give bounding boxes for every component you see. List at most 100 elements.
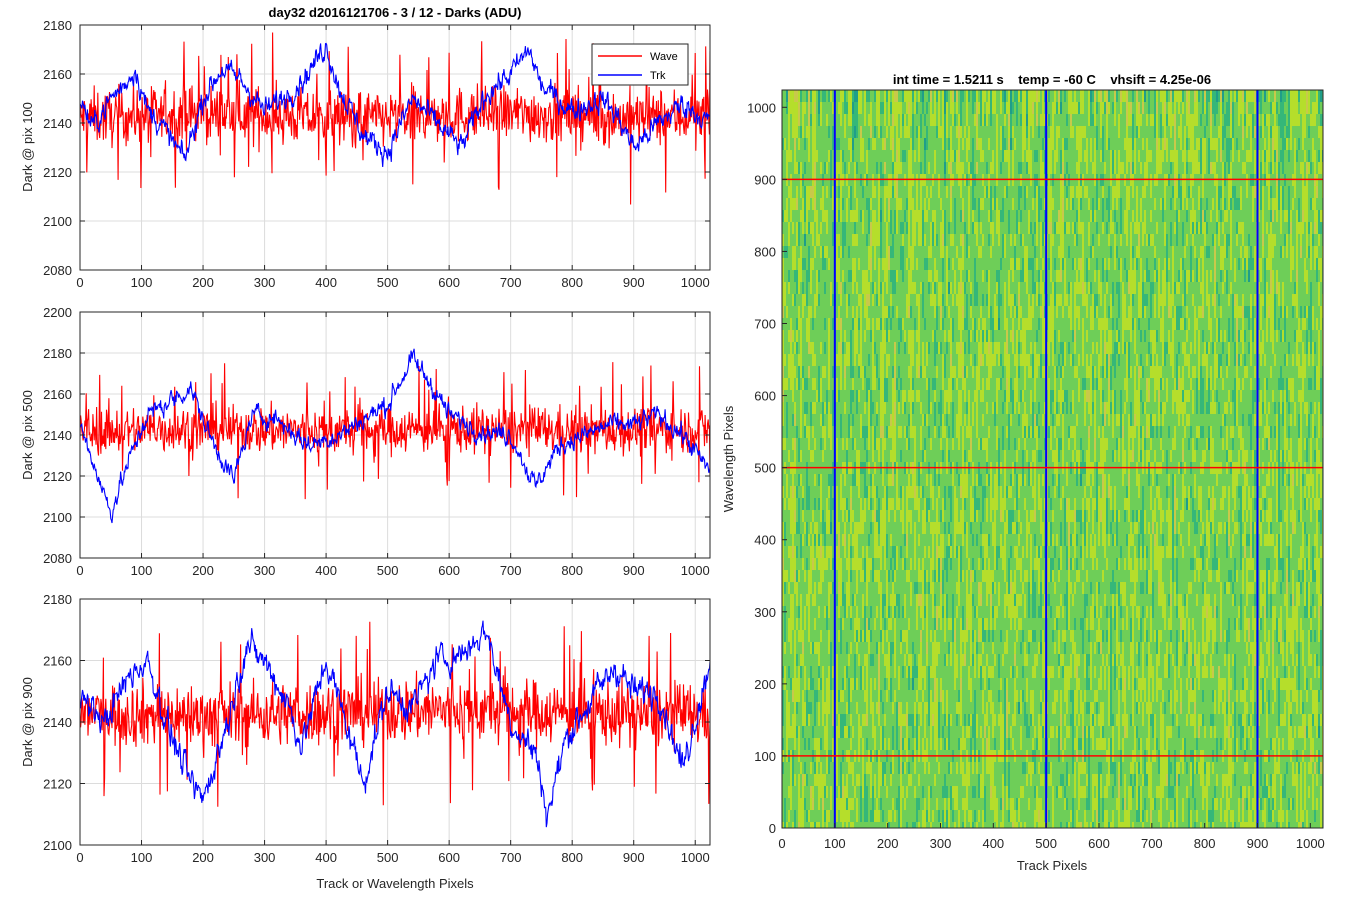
heatmap-cell — [828, 570, 830, 582]
heatmap-cell — [914, 438, 916, 450]
heatmap-cell — [806, 186, 808, 198]
heatmap-cell — [854, 810, 856, 822]
heatmap-cell — [912, 426, 914, 438]
heatmap-cell — [884, 414, 886, 426]
heatmap-cell — [888, 822, 890, 828]
heatmap-cell — [794, 654, 796, 666]
heatmap-cell — [788, 666, 790, 678]
heatmap-cell — [848, 138, 850, 150]
heatmap-cell — [830, 474, 832, 486]
heatmap-cell — [880, 738, 882, 750]
heatmap-cell — [794, 630, 796, 642]
heatmap-cell — [906, 522, 908, 534]
heatmap-cell — [818, 162, 820, 174]
heatmap-cell — [894, 306, 896, 318]
heatmap-cell — [880, 246, 882, 258]
heatmap-cell — [864, 366, 866, 378]
heatmap-cell — [808, 522, 810, 534]
heatmap-cell — [818, 534, 820, 546]
heatmap-cell — [854, 294, 856, 306]
heatmap-cell — [864, 90, 866, 102]
y-tick-label: 2180 — [43, 346, 72, 361]
heatmap-cell — [866, 594, 868, 606]
heatmap-cell — [782, 210, 784, 222]
heatmap-cell — [882, 558, 884, 570]
heatmap-cell — [876, 354, 878, 366]
heatmap-cell — [920, 330, 922, 342]
heatmap-cell — [852, 558, 854, 570]
heatmap-cell — [808, 150, 810, 162]
heatmap-cell — [808, 366, 810, 378]
heatmap-cell — [890, 606, 892, 618]
heatmap-cell — [884, 582, 886, 594]
heatmap-cell — [932, 282, 934, 294]
heatmap-cell — [794, 786, 796, 798]
heatmap-cell — [828, 198, 830, 210]
heatmap-cell — [934, 222, 936, 234]
heatmap-cell — [874, 666, 876, 678]
heatmap-cell — [898, 798, 900, 810]
heatmap-cell — [880, 366, 882, 378]
heatmap-cell — [910, 114, 912, 126]
heatmap-cell — [870, 318, 872, 330]
heatmap-cell — [824, 522, 826, 534]
heatmap-cell — [808, 510, 810, 522]
heatmap-cell — [796, 90, 798, 102]
heatmap-cell — [852, 438, 854, 450]
heatmap-cell — [860, 438, 862, 450]
heatmap-cell — [856, 270, 858, 282]
heatmap-cell — [838, 690, 840, 702]
heatmap-cell — [846, 210, 848, 222]
heatmap-cell — [812, 450, 814, 462]
heatmap-cell — [866, 390, 868, 402]
heatmap-cell — [862, 354, 864, 366]
heatmap-cell — [928, 438, 930, 450]
heatmap-cell — [908, 282, 910, 294]
heatmap-cell — [856, 258, 858, 270]
heatmap-cell — [846, 258, 848, 270]
heatmap-cell — [810, 414, 812, 426]
heatmap-cell — [850, 534, 852, 546]
heatmap-cell — [900, 618, 902, 630]
heatmap-cell — [804, 246, 806, 258]
heatmap-cell — [808, 786, 810, 798]
heatmap-cell — [912, 138, 914, 150]
heatmap-cell — [934, 438, 936, 450]
heatmap-cell — [782, 738, 784, 750]
heatmap-cell — [850, 630, 852, 642]
heatmap-cell — [860, 126, 862, 138]
heatmap-cell — [892, 450, 894, 462]
heatmap-cell — [828, 738, 830, 750]
heatmap-cell — [882, 594, 884, 606]
heatmap-cell — [904, 582, 906, 594]
heatmap-cell — [818, 102, 820, 114]
heatmap-cell — [808, 762, 810, 774]
heatmap-cell — [852, 690, 854, 702]
heatmap-cell — [826, 114, 828, 126]
heatmap-cell — [790, 114, 792, 126]
heatmap-cell — [864, 402, 866, 414]
heatmap-cell — [806, 678, 808, 690]
heatmap-cell — [922, 822, 924, 828]
heatmap-cell — [810, 678, 812, 690]
heatmap-cell — [904, 594, 906, 606]
heatmap-cell — [808, 306, 810, 318]
heatmap-cell — [870, 210, 872, 222]
heatmap-cell — [842, 294, 844, 306]
heatmap-cell — [906, 426, 908, 438]
heatmap-cell — [784, 618, 786, 630]
heatmap-cell — [876, 654, 878, 666]
heatmap-cell — [824, 510, 826, 522]
heatmap-cell — [850, 570, 852, 582]
heatmap-cell — [802, 126, 804, 138]
heatmap-cell — [872, 126, 874, 138]
heatmap-cell — [880, 534, 882, 546]
heatmap-cell — [866, 642, 868, 654]
heatmap-cell — [788, 822, 790, 828]
heatmap-cell — [816, 606, 818, 618]
heatmap-cell — [922, 786, 924, 798]
heatmap-cell — [838, 126, 840, 138]
heatmap-cell — [864, 618, 866, 630]
heatmap-cell — [922, 474, 924, 486]
heatmap-cell — [888, 114, 890, 126]
